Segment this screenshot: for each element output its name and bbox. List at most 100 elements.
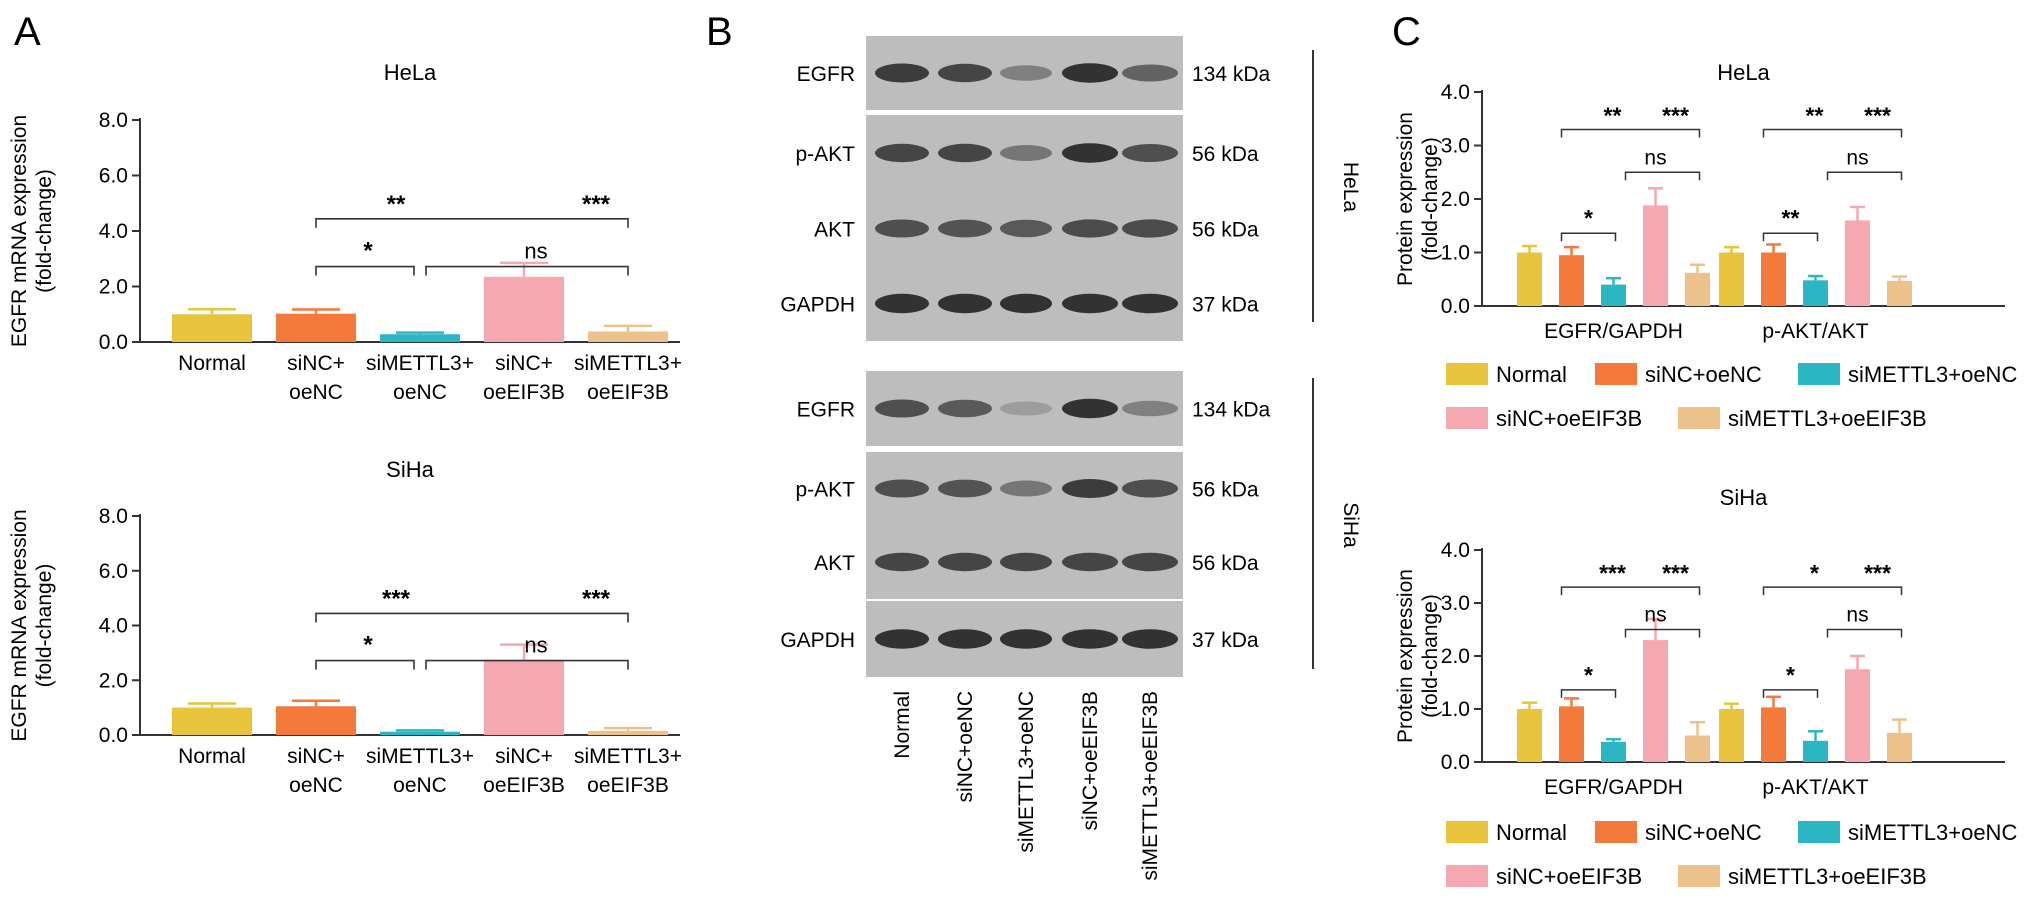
y-tick-label: 3.0 [1441,592,1470,615]
significance-label: ** [1806,102,1824,128]
blot-band [1000,219,1052,238]
blot-band [1122,629,1178,649]
chart-title: HeLa [384,60,437,85]
blot-band [875,629,929,649]
significance-bracket [1762,128,1903,138]
blot-band [1122,552,1178,572]
significance-bracket [1826,171,1903,181]
legend-swatch [1678,407,1720,429]
blot-band [875,143,929,163]
significance-bracket [1560,128,1701,138]
significance-label: * [363,238,373,265]
legend-label: siNC+oeNC [1645,820,1762,845]
x-tick-label: siNC+ [495,745,553,768]
significance-label: *** [1864,102,1891,128]
x-tick-label: siNC+ [287,745,345,768]
blot-band [1062,143,1118,163]
blot-band [938,479,992,498]
x-tick-label: oeEIF3B [483,774,565,797]
y-tick-label: 4.0 [1441,81,1470,104]
bar [1559,706,1584,762]
bar [1761,707,1786,762]
blot-band [1062,398,1118,419]
significance-label: *** [382,585,411,612]
significance-label: ** [387,191,406,218]
bar [172,314,252,342]
protein-label: AKT [814,552,855,575]
bar-group [588,726,668,735]
bar [276,313,356,342]
blot-strip [866,266,1183,341]
lane-label: siMETTL3+oeEIF3B [1139,691,1162,881]
y-tick-label: 2.0 [99,669,128,692]
panel-label-b: B [706,10,733,54]
y-tick-label: 3.0 [1441,135,1470,158]
blot-band [1000,629,1052,649]
blot-strip [866,525,1183,599]
significance-bracket [1762,586,1903,596]
y-tick-label: 1.0 [1441,242,1470,265]
blot-band [1062,552,1118,572]
protein-label: GAPDH [780,629,855,652]
y-axis-label: EGFR mRNA expression [8,509,31,741]
legend-label: Normal [1496,820,1567,845]
significance-label: *** [582,585,611,612]
legend-label: siNC+oeNC [1645,362,1762,387]
x-tick-label: siNC+ [287,352,345,375]
legend-label: siMETTL3+oeEIF3B [1728,864,1927,889]
bar-group [172,308,252,342]
x-tick-label: oeEIF3B [587,381,669,404]
bar [1559,255,1584,306]
blot-strip [866,452,1183,525]
blot-band [1000,401,1052,416]
protein-label: EGFR [797,63,855,86]
blot-band [1062,293,1118,314]
y-axis-label: EGFR mRNA expression [8,115,31,347]
bar [380,731,460,735]
molecular-weight-label: 56 kDa [1192,219,1259,242]
y-tick-label: 6.0 [99,165,128,188]
bar [1803,740,1828,762]
y-tick-label: 1.0 [1441,698,1470,721]
bar-group [1517,701,1542,762]
blot-band [1000,65,1052,81]
bar [484,659,564,735]
legend-label: siNC+oeEIF3B [1496,406,1642,431]
y-axis-label: (fold-change) [33,564,56,688]
blot-band [1122,219,1178,238]
blot-band [1122,64,1178,82]
x-tick-label: oeEIF3B [483,381,565,404]
blot-band [938,399,992,418]
bar-group [1559,697,1584,762]
significance-bracket [1624,628,1701,638]
significance-bracket [1560,689,1617,698]
blot-band [1122,293,1178,314]
chart-title: SiHa [386,457,434,482]
bar-group [1887,275,1912,306]
bar [1643,640,1668,762]
significance-bracket [315,217,629,228]
significance-label: ns [1846,604,1868,627]
legend-swatch [1446,407,1488,429]
y-axis-label: Protein expression [1394,569,1417,743]
legend-swatch [1446,363,1488,385]
blot-band [875,219,929,238]
legend-swatch [1446,865,1488,887]
blot-strip [866,371,1183,446]
blot-band [1000,293,1052,314]
bar-group [484,643,564,735]
legend-label: siMETTL3+oeEIF3B [1728,406,1927,431]
significance-bracket [425,659,629,670]
legend-label: Normal [1496,362,1567,387]
lane-label: siNC+oeEIF3B [1079,691,1102,830]
bar [1761,252,1786,306]
molecular-weight-label: 134 kDa [1192,63,1271,86]
y-tick-label: 0.0 [1441,295,1470,318]
bar-group [380,331,460,342]
significance-label: *** [582,191,611,218]
chart-title: SiHa [1720,485,1768,510]
blot-band [875,63,929,83]
x-tick-label: EGFR/GAPDH [1544,776,1683,799]
legend-swatch [1595,363,1637,385]
